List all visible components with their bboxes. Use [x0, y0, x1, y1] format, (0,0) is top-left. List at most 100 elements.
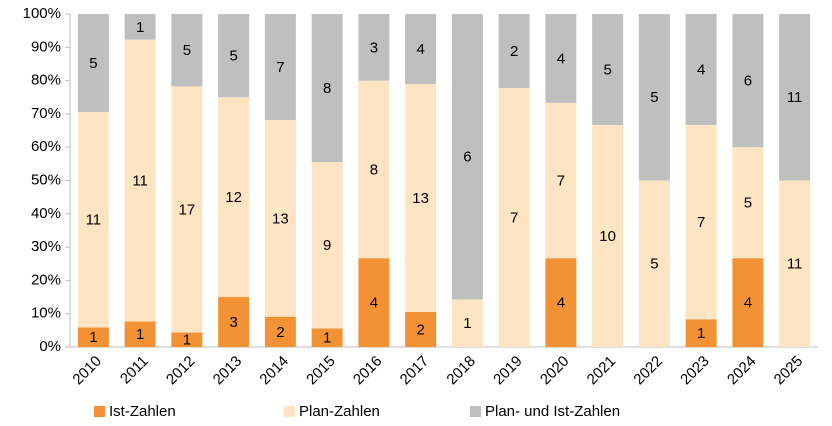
data-label: 1	[136, 19, 144, 36]
data-label: 11	[787, 89, 803, 106]
data-label: 6	[463, 149, 471, 166]
bar-segment	[451, 14, 483, 300]
legend-swatch	[470, 406, 481, 417]
bar-segment	[545, 102, 577, 259]
data-label: 11	[787, 256, 803, 273]
data-label: 7	[557, 172, 565, 189]
data-label: 7	[510, 209, 518, 226]
y-tick-label: 0%	[39, 338, 61, 355]
data-label: 5	[183, 42, 191, 59]
data-label: 4	[744, 295, 752, 312]
y-tick-label: 50%	[31, 171, 61, 188]
data-label: 8	[370, 161, 378, 178]
y-tick-label: 30%	[31, 238, 61, 255]
data-label: 5	[650, 89, 658, 106]
data-label: 6	[744, 73, 752, 90]
bar-segment	[405, 14, 437, 85]
bar-segment	[77, 111, 109, 328]
data-label: 4	[557, 50, 565, 67]
data-label: 10	[599, 228, 616, 245]
data-label: 8	[323, 80, 331, 97]
data-label: 3	[229, 314, 237, 331]
bar-segment	[218, 97, 250, 298]
data-label: 11	[132, 172, 148, 189]
bar-segment	[264, 119, 296, 317]
bar-segment	[311, 328, 343, 347]
bar-segment	[264, 14, 296, 120]
bar-segment	[311, 14, 343, 162]
x-tick-label: 2013	[210, 353, 246, 389]
x-tick-label: 2024	[724, 353, 760, 389]
bar-segment	[732, 258, 764, 347]
data-label: 1	[89, 329, 97, 346]
bar-segment	[218, 297, 250, 347]
legend-label: Plan-Zahlen	[299, 403, 380, 420]
legend-swatch	[94, 406, 105, 417]
data-label: 4	[697, 61, 705, 78]
bar-segment	[77, 327, 109, 347]
data-label: 7	[276, 59, 284, 76]
data-label: 11	[86, 212, 102, 229]
data-label: 9	[323, 237, 331, 254]
x-tick-label: 2020	[537, 353, 573, 389]
bar-segment	[311, 162, 343, 329]
data-label: 1	[697, 325, 705, 342]
legend-label: Ist-Zahlen	[109, 403, 176, 420]
bar-segment	[124, 39, 156, 322]
data-label: 1	[323, 330, 331, 347]
data-label: 2	[416, 321, 424, 338]
bar-segment	[779, 180, 811, 347]
data-label: 4	[557, 295, 565, 312]
data-label: 4	[416, 41, 424, 58]
x-tick-label: 2017	[397, 353, 433, 389]
data-label: 2	[510, 43, 518, 60]
data-label: 17	[179, 201, 196, 218]
bar-segment	[498, 88, 530, 347]
data-label: 3	[370, 39, 378, 56]
y-tick-label: 100%	[23, 5, 61, 22]
bar-segment	[592, 14, 624, 125]
x-tick-label: 2014	[256, 353, 292, 389]
x-tick-label: 2010	[69, 353, 105, 389]
data-label: 13	[412, 190, 429, 207]
bar-segment	[358, 258, 390, 347]
bar-segment	[685, 14, 717, 125]
x-tick-label: 2019	[490, 353, 526, 389]
bar-segment	[264, 316, 296, 347]
bar-segment	[405, 311, 437, 347]
data-label: 5	[89, 55, 97, 72]
y-tick-label: 80%	[31, 72, 61, 89]
bar-segment	[779, 14, 811, 181]
data-label: 5	[650, 256, 658, 273]
x-tick-label: 2016	[350, 353, 386, 389]
data-label: 1	[136, 326, 144, 343]
y-tick-label: 60%	[31, 138, 61, 155]
bar-segment	[358, 14, 390, 81]
bar-segment	[638, 180, 670, 347]
y-tick-label: 40%	[31, 205, 61, 222]
x-tick-label: 2023	[677, 353, 713, 389]
bar-segment	[171, 86, 203, 333]
bar-segment	[451, 299, 483, 347]
x-tick-label: 2011	[117, 353, 152, 388]
bar-segment	[732, 14, 764, 148]
bar-segment	[638, 14, 670, 181]
bar-segment	[171, 332, 203, 347]
y-tick-label: 70%	[31, 105, 61, 122]
bar-segment	[545, 258, 577, 347]
data-label: 1	[183, 332, 191, 349]
data-label: 4	[370, 295, 378, 312]
y-tick-label: 90%	[31, 38, 61, 55]
bar-segment	[124, 321, 156, 347]
y-tick-label: 10%	[31, 305, 61, 322]
bar-segment	[545, 14, 577, 103]
x-tick-label: 2022	[630, 353, 666, 389]
bar-segment	[732, 147, 764, 259]
data-label: 7	[697, 214, 705, 231]
data-label: 2	[276, 324, 284, 341]
y-tick-label: 20%	[31, 271, 61, 288]
x-tick-label: 2025	[771, 353, 807, 389]
bar-segment	[171, 14, 203, 87]
